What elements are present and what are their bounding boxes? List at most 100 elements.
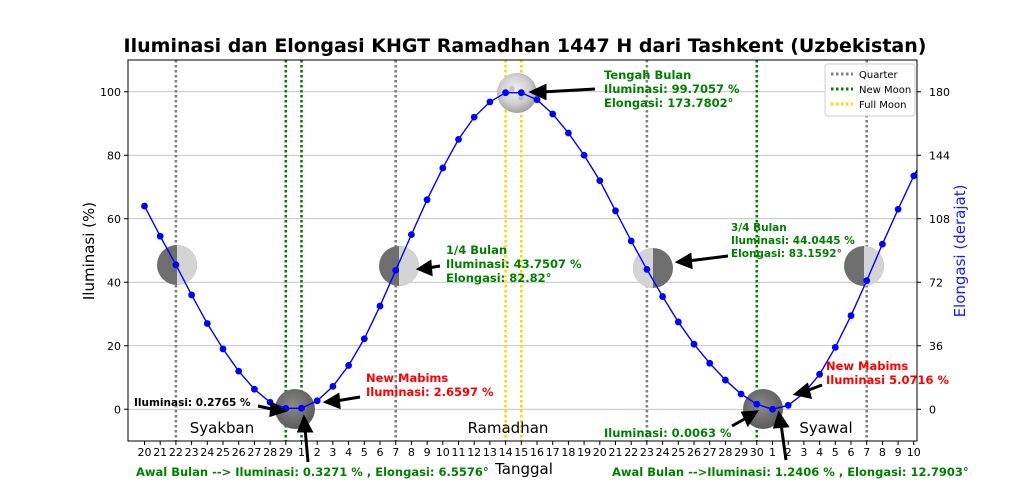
legend-label-quarter: Quarter [859, 70, 899, 81]
ann-awal-bulan-1: Awal Bulan --> Iluminasi: 0.3271 % , Elo… [136, 465, 489, 479]
x-tick-label: 8 [408, 446, 415, 459]
data-point [706, 359, 714, 367]
ann-full-title: Tengah Bulan [604, 68, 691, 82]
x-tick-label: 15 [514, 446, 528, 459]
y-tick-label: 0 [114, 403, 121, 416]
x-tick-label: 4 [816, 446, 823, 459]
arrow-head [269, 401, 288, 418]
x-tick-label: 22 [169, 446, 183, 459]
x-tick-label: 2 [785, 446, 792, 459]
data-point [549, 110, 557, 118]
ann-new-mabims-2-title: New Mabims [826, 359, 908, 373]
moon-lit-half [177, 245, 197, 285]
ann-syakban-illum: Iluminasi: 0.2765 % [134, 397, 251, 409]
y-right-tick-label: 36 [929, 340, 943, 353]
x-tick-label: 9 [424, 446, 431, 459]
x-axis-label: Tanggal [494, 460, 553, 478]
ann-quarter3-elong: Elongasi: 83.1592° [731, 248, 842, 260]
arrow-head [528, 83, 547, 101]
data-point [737, 390, 745, 398]
x-tick-label: 24 [656, 446, 670, 459]
data-point [235, 367, 243, 375]
data-point [251, 385, 258, 393]
data-point [313, 397, 321, 405]
data-point [722, 376, 729, 384]
x-tick-label: 17 [546, 446, 560, 459]
data-point [455, 135, 462, 143]
ann-full-elong: Elongasi: 173.7802° [604, 96, 733, 110]
x-tick-label: 7 [392, 446, 399, 459]
data-point [784, 401, 792, 409]
moon-last-quarter [633, 248, 673, 288]
x-tick-label: 8 [879, 446, 886, 459]
ann-quarter3-title: 3/4 Bulan [731, 222, 787, 234]
ann-awal-bulan-2: Awal Bulan -->Iluminasi: 1.2406 % , Elon… [612, 465, 969, 479]
data-point [580, 151, 588, 159]
x-tick-label: 12 [467, 446, 481, 459]
x-tick-label: 6 [848, 446, 855, 459]
x-tick-label: 10 [907, 446, 921, 459]
x-tick-label: 1 [769, 446, 776, 459]
data-point [329, 382, 337, 390]
ann-quarter1-title: 1/4 Bulan [446, 243, 507, 257]
y-tick-label: 20 [107, 340, 121, 353]
x-tick-label: 14 [499, 446, 513, 459]
data-point [816, 370, 823, 378]
ann-full-illum: Iluminasi: 99.7057 % [604, 82, 740, 96]
data-point [659, 293, 666, 300]
x-axis-ticks: 20 21 22 23 24 25 26 27 28 29 1 2 3 4 5 6 7 8 9 10 11 12 13 14 1… [138, 441, 921, 459]
x-tick-label: 26 [687, 446, 701, 459]
legend-label-full-moon: Full Moon [859, 100, 906, 111]
x-tick-label: 13 [483, 446, 497, 459]
data-point [203, 320, 211, 327]
y-right-tick-label: 108 [929, 213, 950, 226]
legend: Quarter New Moon Full Moon [824, 63, 916, 117]
y-tick-label: 80 [107, 149, 121, 162]
x-tick-label: 25 [671, 446, 685, 459]
arrow-quarter-3 [687, 254, 729, 263]
x-tick-label: 9 [895, 446, 902, 459]
x-tick-label: 5 [361, 446, 368, 459]
data-point [517, 89, 525, 97]
x-tick-label: 21 [153, 446, 167, 459]
data-point [156, 232, 164, 240]
y-axis-right-ticks: 0 36 72 108 144 180 [917, 86, 950, 416]
data-point [360, 335, 368, 343]
data-point [408, 231, 415, 239]
ann-quarter1-illum: Iluminasi: 43.7507 % [446, 257, 582, 271]
moon-first-quarter [379, 246, 419, 286]
annotation-arrows [257, 83, 823, 463]
x-tick-label: 29 [279, 446, 293, 459]
data-point [910, 172, 917, 180]
ann-ramadhan-end-illum: Iluminasi: 0.0063 % [604, 426, 732, 440]
x-tick-label: 3 [329, 446, 336, 459]
data-point [423, 196, 431, 204]
x-tick-label: 29 [734, 446, 748, 459]
y-right-tick-label: 0 [929, 403, 936, 416]
data-point [643, 266, 651, 273]
arrow-head [415, 259, 433, 277]
data-point [376, 302, 384, 310]
data-point [533, 96, 541, 104]
data-point [863, 277, 871, 285]
chart-title: Iluminasi dan Elongasi KHGT Ramadhan 144… [124, 35, 927, 57]
x-tick-label: 1 [298, 446, 305, 459]
x-tick-label: 6 [377, 446, 384, 459]
data-point [690, 340, 698, 348]
x-tick-label: 20 [593, 446, 607, 459]
data-point [831, 343, 839, 351]
ann-new-mabims-1-value: Iluminasi: 2.6597 % [366, 385, 494, 399]
x-tick-label: 23 [640, 446, 654, 459]
month-label-syakban: Syakban [190, 419, 255, 437]
x-tick-label: 22 [624, 446, 638, 459]
x-tick-label: 16 [530, 446, 544, 459]
x-tick-label: 4 [345, 446, 352, 459]
moon-images [157, 73, 884, 429]
data-point [565, 129, 572, 137]
arrow-full [541, 87, 596, 94]
data-point [674, 318, 682, 326]
month-label-ramadhan: Ramadhan [468, 419, 549, 437]
data-point [141, 202, 148, 210]
x-tick-label: 28 [718, 446, 732, 459]
arrow-head [296, 414, 314, 433]
